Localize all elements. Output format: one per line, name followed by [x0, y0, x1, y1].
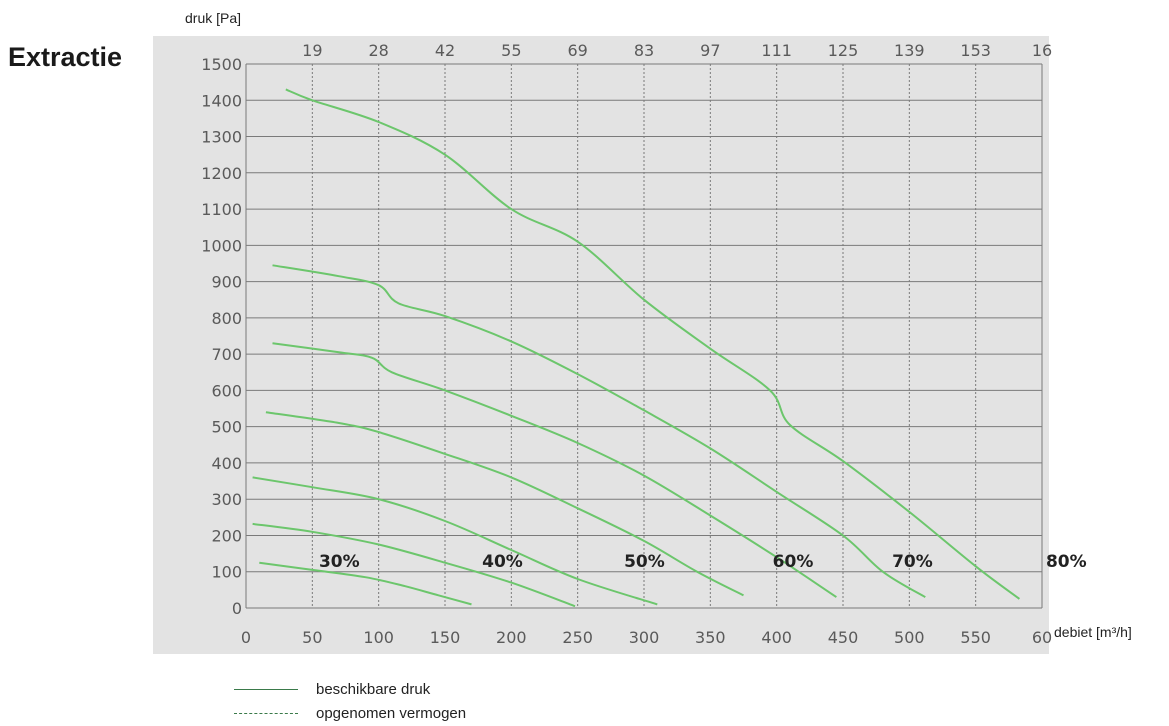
legend-label: opgenomen vermogen — [316, 704, 467, 722]
fan-curve-100pct — [285, 88, 1020, 600]
top-tick-label: 153 — [960, 41, 991, 60]
legend-item-absorbed-power: opgenomen vermogen — [234, 701, 466, 725]
fan-curve-80pct — [272, 264, 926, 598]
y-tick-label: 1300 — [201, 128, 242, 147]
x-tick-label: 300 — [629, 628, 660, 647]
x-tick-label: 100 — [363, 628, 394, 647]
y-tick-label: 100 — [211, 563, 242, 582]
curve-label-50pct: 50% — [624, 552, 665, 572]
x-tick-label: 250 — [562, 628, 593, 647]
fan-curve-60pct — [265, 411, 744, 597]
y-tick-label: 600 — [211, 381, 242, 400]
y-tick-label: 700 — [211, 345, 242, 364]
top-tick-label: 83 — [634, 41, 654, 60]
x-axis-label: debiet [m³/h] — [1054, 624, 1132, 640]
legend: beschikbare druk opgenomen vermogen — [234, 677, 466, 725]
top-tick-label: 28 — [368, 41, 388, 60]
fan-curve-40pct — [252, 522, 576, 608]
legend-dashed-line-swatch — [234, 712, 298, 714]
x-tick-label: 550 — [960, 628, 991, 647]
legend-label: beschikbare druk — [316, 680, 431, 698]
top-tick-label: 19 — [302, 41, 322, 60]
curve-label-80pct: 80% — [1046, 552, 1087, 572]
chart-title: Extractie — [8, 42, 123, 72]
fan-curve-50pct — [252, 476, 658, 606]
y-tick-label: 1500 — [201, 55, 242, 74]
legend-item-available-pressure: beschikbare druk — [234, 677, 466, 701]
y-tick-label: 1100 — [201, 200, 242, 219]
fan-curve-30pct — [259, 561, 472, 606]
top-tick-label: 69 — [567, 41, 587, 60]
x-tick-label: 200 — [496, 628, 527, 647]
top-tick-label: 125 — [828, 41, 859, 60]
x-tick-label: 400 — [761, 628, 792, 647]
x-tick-label: 450 — [828, 628, 859, 647]
top-tick-label: 16 — [1032, 41, 1052, 60]
top-tick-label: 111 — [761, 41, 792, 60]
y-tick-label: 1000 — [201, 236, 242, 255]
x-tick-label: 500 — [894, 628, 925, 647]
curve-label-40pct: 40% — [482, 552, 523, 572]
y-tick-label: 0 — [232, 599, 242, 618]
y-tick-label: 300 — [211, 490, 242, 509]
y-tick-label: 500 — [211, 418, 242, 437]
legend-solid-line-swatch — [234, 688, 298, 690]
x-tick-label: 350 — [695, 628, 726, 647]
curve-label-60pct: 60% — [773, 552, 814, 572]
top-tick-label: 55 — [501, 41, 521, 60]
x-tick-label: 0 — [241, 628, 251, 647]
curve-label-70pct: 70% — [892, 552, 933, 572]
y-tick-label: 400 — [211, 454, 242, 473]
y-tick-label: 200 — [211, 526, 242, 545]
plot-background — [153, 36, 1049, 654]
top-tick-label: 42 — [435, 41, 455, 60]
fan-curve-70pct — [272, 342, 837, 598]
y-tick-label: 800 — [211, 309, 242, 328]
y-tick-label: 1400 — [201, 91, 242, 110]
y-axis-label: druk [Pa] — [185, 10, 242, 26]
y-tick-label: 900 — [211, 273, 242, 292]
top-tick-label: 139 — [894, 41, 925, 60]
y-tick-label: 1200 — [201, 164, 242, 183]
x-tick-label: 150 — [430, 628, 461, 647]
top-tick-label: 97 — [700, 41, 720, 60]
x-tick-label: 50 — [302, 628, 322, 647]
x-tick-label: 60 — [1032, 628, 1052, 647]
curve-label-30pct: 30% — [319, 552, 360, 572]
